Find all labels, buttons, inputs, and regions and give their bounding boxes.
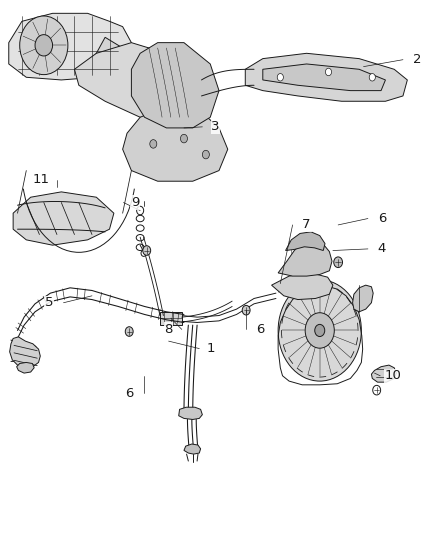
Polygon shape	[123, 107, 228, 181]
Polygon shape	[10, 337, 40, 368]
Circle shape	[242, 305, 250, 315]
Circle shape	[125, 327, 133, 336]
Text: 6: 6	[378, 212, 386, 225]
Circle shape	[35, 35, 53, 56]
Circle shape	[278, 280, 361, 381]
Circle shape	[141, 250, 146, 256]
Polygon shape	[160, 312, 182, 325]
Polygon shape	[9, 13, 131, 80]
Text: 6: 6	[125, 387, 134, 400]
Text: 4: 4	[378, 243, 386, 255]
Polygon shape	[88, 37, 158, 96]
Polygon shape	[13, 192, 114, 245]
Circle shape	[373, 385, 381, 395]
Text: 10: 10	[385, 369, 402, 382]
Polygon shape	[278, 241, 332, 276]
Polygon shape	[353, 285, 373, 312]
Text: 8: 8	[164, 323, 173, 336]
Polygon shape	[371, 365, 396, 382]
Text: 2: 2	[413, 53, 421, 66]
Polygon shape	[179, 407, 202, 419]
Polygon shape	[74, 43, 210, 123]
Text: 6: 6	[256, 323, 265, 336]
Polygon shape	[184, 444, 201, 454]
Text: 1: 1	[207, 342, 215, 355]
Text: 3: 3	[211, 120, 220, 133]
Circle shape	[305, 313, 334, 348]
Circle shape	[137, 206, 144, 215]
Text: 5: 5	[45, 296, 53, 309]
Circle shape	[180, 134, 187, 143]
Text: 11: 11	[33, 173, 49, 186]
Circle shape	[369, 74, 375, 81]
Polygon shape	[286, 232, 325, 251]
Circle shape	[150, 140, 157, 148]
Circle shape	[202, 150, 209, 159]
Circle shape	[277, 74, 283, 81]
Circle shape	[325, 68, 332, 76]
Text: 7: 7	[302, 219, 311, 231]
Circle shape	[143, 246, 151, 255]
Polygon shape	[17, 362, 34, 373]
Circle shape	[334, 257, 343, 268]
Circle shape	[20, 16, 68, 75]
Polygon shape	[131, 43, 219, 128]
Polygon shape	[272, 273, 333, 300]
Text: 9: 9	[131, 196, 139, 209]
Polygon shape	[263, 64, 385, 91]
Circle shape	[315, 325, 325, 336]
Polygon shape	[245, 53, 407, 101]
